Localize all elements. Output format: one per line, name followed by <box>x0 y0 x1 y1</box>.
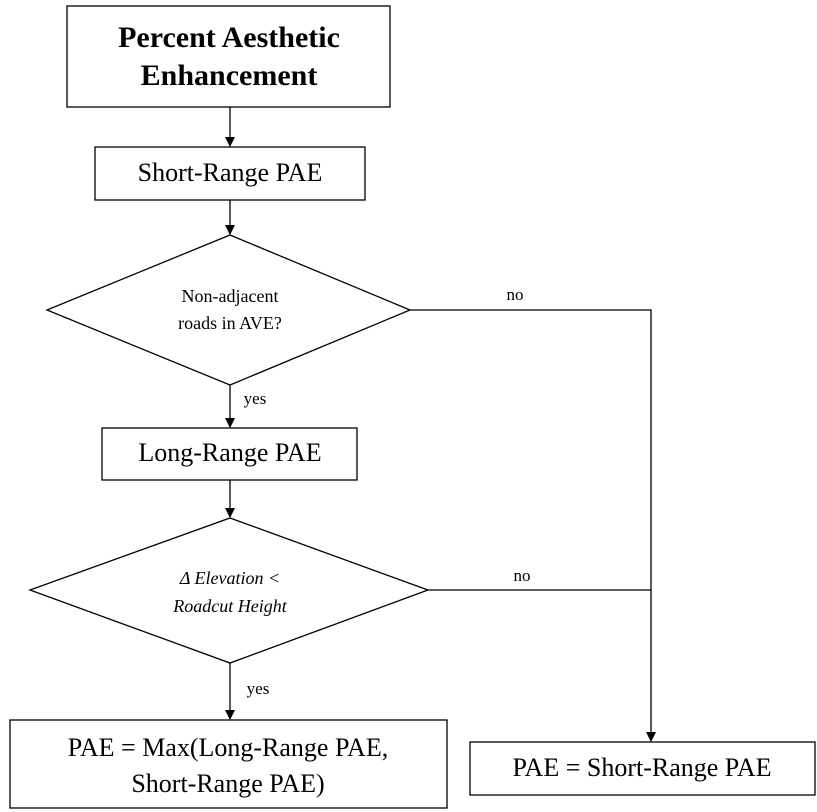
edge-label: yes <box>247 679 270 698</box>
box <box>66 5 391 108</box>
edge-label: no <box>507 285 524 304</box>
node-label: Short-Range PAE <box>138 158 323 187</box>
connectors <box>225 107 656 742</box>
node-label: Short-Range PAE) <box>131 769 324 798</box>
node-label: Δ Elevation < <box>179 568 280 588</box>
node-label: Enhancement <box>141 59 318 92</box>
edge-label: yes <box>244 389 267 408</box>
node-label: Percent Aesthetic <box>118 21 340 54</box>
node-label: roads in AVE? <box>178 313 282 333</box>
node-label: Roadcut Height <box>172 596 287 616</box>
box <box>9 719 448 809</box>
node-label: Non-adjacent <box>182 286 279 306</box>
box <box>101 427 358 481</box>
arrow <box>410 309 656 742</box>
decision <box>28 517 430 664</box>
node-label: PAE = Short-Range PAE <box>512 753 771 782</box>
node-label: Long-Range PAE <box>138 438 321 467</box>
box <box>94 146 366 201</box>
decision <box>45 234 412 386</box>
edge-label: no <box>514 566 531 585</box>
box <box>469 741 816 796</box>
node-label: PAE = Max(Long-Range PAE, <box>68 733 388 762</box>
